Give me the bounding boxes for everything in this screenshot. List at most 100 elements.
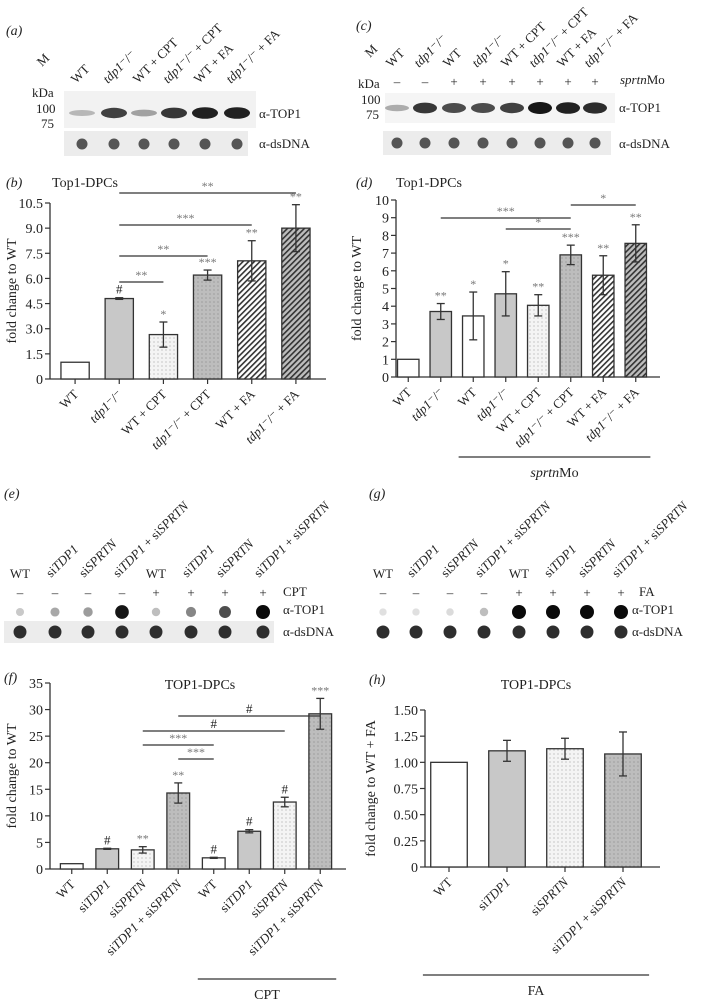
top1-band (385, 104, 409, 112)
dsdna-dot (512, 625, 526, 639)
dsdna-dot (76, 138, 88, 150)
y-tick-label: 30 (29, 704, 43, 719)
top1-band (471, 103, 495, 113)
significance-label: # (116, 282, 123, 297)
kda-label: kDa (358, 76, 380, 91)
significance-label: ** (435, 289, 447, 303)
lane-label: siSPRTN (213, 535, 258, 580)
chart-title: TOP1-DPCs (165, 678, 236, 693)
y-tick-label: 10 (375, 194, 389, 209)
dsdna-dot (199, 138, 211, 150)
chart-d: (d) Top1-DPCs fold change to WT 0 1 2 3 4 5 6 7 8 9 1… (350, 176, 660, 481)
bar (237, 830, 262, 870)
top1-band (101, 107, 127, 119)
y-tick-label: 5 (36, 836, 43, 851)
lane-label: WT (68, 61, 93, 86)
bracket-label: # (246, 701, 253, 716)
top1-dot (546, 605, 560, 619)
x-tick-label: tdp1⁻/⁻ (86, 387, 125, 426)
y-tick-label: 1 (382, 353, 389, 368)
significance-label: * (160, 307, 166, 321)
treatment-sign: – (446, 585, 454, 600)
bar (201, 857, 226, 870)
y-tick-label: 7 (382, 247, 389, 262)
bar (281, 227, 311, 380)
marker-label: M (362, 41, 381, 60)
mw-100: 100 (36, 101, 56, 116)
y-tick-label: 6.0 (26, 272, 44, 287)
lane-label: WT (146, 566, 166, 581)
chart-f: (f) TOP1-DPCs fold change to WT 0 5 10 15 20 25 3… (4, 671, 346, 1001)
top1-band (556, 102, 580, 114)
significance-label: # (211, 841, 218, 856)
y-tick-label: 5 (382, 283, 389, 298)
dsdna-dot (477, 625, 491, 639)
significance-label: ** (246, 226, 258, 240)
y-tick-label: 1.00 (394, 756, 419, 771)
treatment-sign: – (379, 585, 387, 600)
y-tick-label: 0 (36, 373, 43, 388)
y-tick-label: 9 (382, 212, 389, 227)
y-tick-label: 3.0 (26, 323, 44, 338)
group-label: sprtnMo (530, 466, 578, 481)
dsdna-dot (546, 625, 560, 639)
panel-a: (a) M kDa 100 75 WT tdp1⁻/⁻WT + CPTtdp1⁻/… (6, 20, 310, 156)
lane-label: WT (373, 566, 393, 581)
y-tick-label: 1.25 (394, 730, 419, 745)
top1-band (131, 109, 157, 117)
blot-label-top1: α-TOP1 (259, 106, 301, 121)
top1-dot (50, 607, 60, 617)
y-axis-label: fold change to WT + FA (364, 719, 379, 856)
treatment-label-fa: FA (639, 584, 655, 599)
y-axis-label: fold change to WT (350, 236, 365, 342)
significance-label: * (503, 257, 509, 271)
lane-label: tdp1⁻/⁻ + FA (223, 26, 283, 86)
chart-b: (b) Top1-DPCs fold change to WT 0 1.5 3.0 4.5 6… (5, 176, 326, 452)
y-tick-label: 6 (382, 265, 389, 280)
top1-dot (479, 607, 489, 617)
panel-label: (b) (6, 176, 23, 191)
bracket-label: *** (177, 211, 195, 225)
treatment-sign: + (591, 74, 598, 89)
blot-label-dsdna: α-dsDNA (283, 624, 334, 639)
blot-label-dsdna: α-dsDNA (259, 136, 310, 151)
bar (192, 274, 223, 380)
lane-label: WT (440, 45, 465, 70)
top1-band (161, 107, 187, 119)
panel-label: (d) (356, 176, 373, 191)
bar (166, 792, 191, 870)
bracket-label: *** (187, 745, 205, 759)
treatment-sign: + (617, 585, 624, 600)
chart-title: Top1-DPCs (396, 176, 462, 191)
treatment-sign: – (412, 585, 420, 600)
top1-band (583, 102, 607, 114)
top1-dot (115, 605, 129, 619)
dsdna-dot (48, 625, 62, 639)
top1-dot (614, 605, 628, 619)
significance-label: ** (137, 832, 149, 846)
y-tick-label: 3 (382, 318, 389, 333)
blot-label-dsdna: α-dsDNA (619, 136, 670, 151)
bar (546, 748, 584, 868)
y-tick-label: 10.5 (19, 197, 44, 212)
top1-band (192, 107, 218, 119)
lane-label: siTDP1 + siSPRTN (609, 497, 692, 580)
significance-label: ** (532, 280, 544, 294)
x-tick-label: WT (389, 384, 414, 409)
dsdna-dot (168, 138, 180, 150)
dsdna-dot (580, 625, 594, 639)
blot-c-dsdna (383, 131, 611, 155)
y-tick-label: 0.75 (394, 783, 419, 798)
y-tick-label: 25 (29, 730, 43, 745)
chart-title: Top1-DPCs (52, 176, 118, 191)
dsdna-dot (391, 137, 403, 149)
panel-label: (h) (369, 673, 386, 688)
treatment-sign: + (187, 585, 194, 600)
y-tick-label: 0 (36, 863, 43, 878)
treatment-sign: – (393, 74, 401, 89)
top1-dot (512, 605, 526, 619)
treatment-sign: + (152, 585, 159, 600)
chart-title: TOP1-DPCs (501, 678, 572, 693)
treatment-sign: + (536, 74, 543, 89)
